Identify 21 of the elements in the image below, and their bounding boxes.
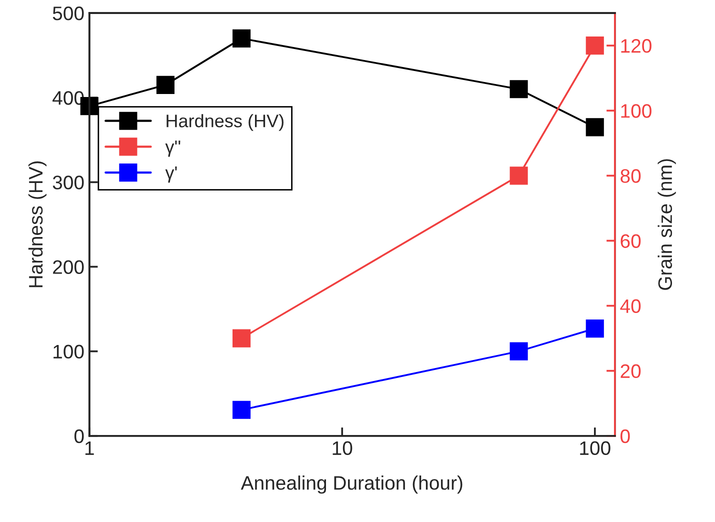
- y2-tick-label: 40: [620, 299, 641, 314]
- legend-label: γ': [165, 166, 177, 183]
- y-tick-label: 200: [53, 260, 84, 274]
- y2-tick-label: 80: [620, 169, 641, 183]
- y2-tick-label: 60: [620, 234, 641, 248]
- x-tick-label: 10: [332, 441, 352, 456]
- y-axis-title: Hardness (HV): [28, 161, 47, 288]
- y2-tick-label: 0: [620, 429, 630, 444]
- x-tick-label: 1: [85, 441, 94, 455]
- y2-axis-title: Grain size (nm): [658, 159, 676, 290]
- x-axis-title: Annealing Duration (hour): [240, 476, 462, 494]
- y-tick-label: 300: [52, 176, 84, 190]
- legend-label: γ'': [165, 140, 180, 157]
- legend-label: Hardness (HV): [166, 114, 284, 131]
- y2-tick-label: 20: [620, 364, 641, 378]
- y-tick-label: 100: [54, 344, 84, 359]
- y-tick-label: 0: [74, 429, 84, 444]
- x-tick-label: 100: [580, 441, 610, 456]
- y2-tick-label: 100: [621, 104, 652, 118]
- y-tick-label: 500: [52, 6, 84, 20]
- y2-tick-label: 120: [621, 39, 652, 53]
